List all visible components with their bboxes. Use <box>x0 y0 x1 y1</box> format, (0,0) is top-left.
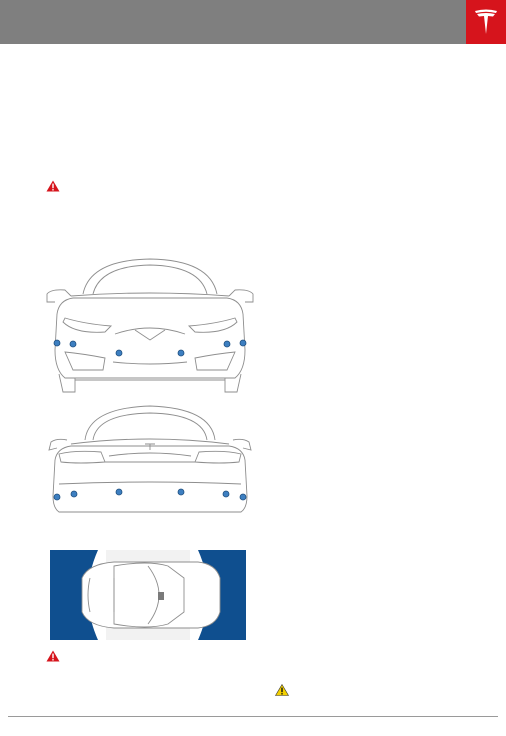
warning-triangle-icon <box>46 650 60 662</box>
page-header-bar <box>0 0 506 44</box>
caution-triangle-icon <box>275 684 289 696</box>
vehicle-front-illustration <box>46 258 254 393</box>
brand-logo-box <box>466 0 506 44</box>
warning-triangle-icon <box>46 180 60 192</box>
vehicle-rear-illustration <box>48 405 252 513</box>
footer-divider <box>8 716 498 717</box>
vehicle-top-sensor-zones-illustration <box>50 550 246 640</box>
tesla-logo-icon <box>475 9 497 34</box>
